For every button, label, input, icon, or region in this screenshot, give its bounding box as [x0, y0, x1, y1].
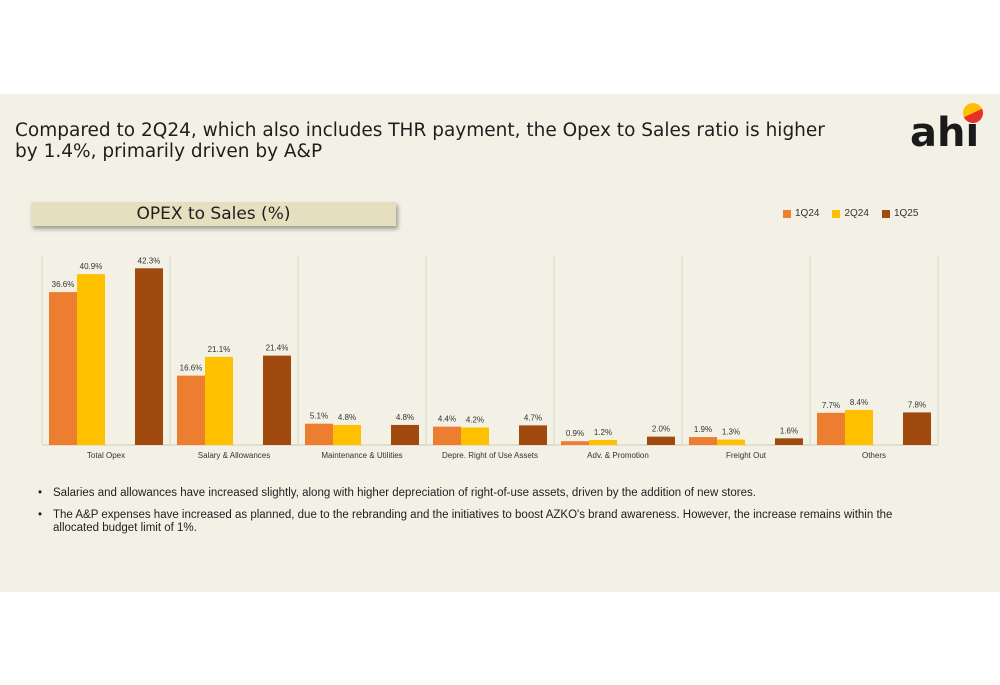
legend-label-1q25: 1Q25 — [893, 208, 919, 219]
category-label-depre-right-of-use-assets: Depre. Right of Use Assets — [442, 451, 538, 460]
data-label-salary-allowances-1q24: 16.6% — [180, 364, 203, 373]
data-label-adv-promotion-2q24: 1.2% — [594, 428, 612, 437]
data-label-total-opex-2q24: 40.9% — [80, 262, 103, 271]
bar-adv-promotion-1q25 — [647, 436, 675, 445]
data-label-depre-right-of-use-assets-1q25: 4.7% — [524, 413, 542, 422]
opex-bar-chart: 36.6% 40.9% 42.3% Total Opex 16.6% 21.1% 21.4%… — [41, 255, 939, 460]
legend-label-2q24: 2Q24 — [844, 208, 869, 219]
category-label-total-opex: Total Opex — [87, 451, 125, 460]
data-label-adv-promotion-1q24: 0.9% — [566, 429, 584, 438]
bar-total-opex-2q24 — [77, 274, 105, 445]
legend-swatch-1q25 — [881, 209, 890, 218]
bar-total-opex-1q24 — [49, 292, 77, 445]
legend-item-2q24: 2Q24 — [832, 208, 869, 219]
bullet-item: Salaries and allowances have increased s… — [38, 487, 928, 501]
bar-others-2q24 — [845, 409, 873, 445]
bullet-item: The A&P expenses have increased as plann… — [38, 509, 928, 536]
bar-maintenance-utilities-2q24 — [333, 424, 361, 445]
bar-salary-allowances-1q24 — [177, 375, 205, 445]
data-label-depre-right-of-use-assets-1q24: 4.4% — [438, 415, 456, 424]
data-label-freight-out-2q24: 1.3% — [722, 428, 740, 437]
bar-depre-right-of-use-assets-1q25 — [519, 425, 547, 445]
legend-label-1q24: 1Q24 — [795, 208, 820, 219]
bar-others-1q24 — [817, 412, 845, 445]
bar-others-1q25 — [903, 412, 931, 445]
chart-title-box: OPEX to Sales (%) — [31, 202, 396, 226]
data-label-others-1q25: 7.8% — [908, 400, 926, 409]
data-label-salary-allowances-1q25: 21.4% — [266, 344, 289, 353]
data-label-freight-out-1q24: 1.9% — [694, 425, 712, 434]
data-label-depre-right-of-use-assets-2q24: 4.2% — [466, 415, 484, 424]
category-label-maintenance-utilities: Maintenance & Utilities — [321, 451, 402, 460]
bar-freight-out-1q24 — [689, 437, 717, 445]
data-label-others-2q24: 8.4% — [850, 398, 868, 407]
category-label-freight-out: Freight Out — [726, 451, 767, 460]
headline: Compared to 2Q24, which also includes TH… — [15, 120, 825, 162]
bar-freight-out-1q25 — [775, 438, 803, 445]
legend-swatch-1q24 — [783, 209, 791, 218]
bar-salary-allowances-1q25 — [263, 355, 291, 445]
chart-title: OPEX to Sales (%) — [136, 204, 291, 224]
data-label-freight-out-1q25: 1.6% — [780, 426, 798, 435]
data-label-salary-allowances-2q24: 21.1% — [208, 345, 231, 354]
data-label-total-opex-1q25: 42.3% — [138, 256, 161, 265]
bar-depre-right-of-use-assets-2q24 — [461, 427, 489, 445]
bar-maintenance-utilities-1q24 — [305, 423, 333, 445]
bar-total-opex-1q25 — [135, 268, 163, 445]
bar-depre-right-of-use-assets-1q24 — [433, 426, 461, 445]
bar-salary-allowances-2q24 — [205, 356, 233, 445]
bar-maintenance-utilities-1q25 — [391, 424, 419, 445]
data-label-maintenance-utilities-1q24: 5.1% — [310, 412, 328, 421]
logo-red-wedge-icon — [963, 108, 983, 123]
data-label-maintenance-utilities-1q25: 4.8% — [396, 413, 414, 422]
legend-item-1q25: 1Q25 — [881, 208, 919, 219]
ahi-logo: ahi — [910, 103, 983, 156]
data-label-maintenance-utilities-2q24: 4.8% — [338, 413, 356, 422]
category-label-others: Others — [862, 451, 886, 460]
bar-adv-promotion-2q24 — [589, 439, 617, 445]
data-label-adv-promotion-1q25: 2.0% — [652, 425, 670, 434]
legend-swatch-2q24 — [832, 209, 841, 218]
legend-item-1q24: 1Q24 — [783, 208, 819, 219]
category-label-salary-allowances: Salary & Allowances — [198, 451, 270, 460]
bar-freight-out-2q24 — [717, 439, 745, 445]
category-label-adv-promotion: Adv. & Promotion — [587, 451, 649, 460]
bullet-list: Salaries and allowances have increased s… — [38, 487, 928, 544]
chart-legend: 1Q24 2Q24 1Q25 — [783, 208, 918, 219]
data-label-total-opex-1q24: 36.6% — [52, 280, 75, 289]
data-label-others-1q24: 7.7% — [822, 401, 840, 410]
bar-adv-promotion-1q24 — [561, 441, 589, 445]
